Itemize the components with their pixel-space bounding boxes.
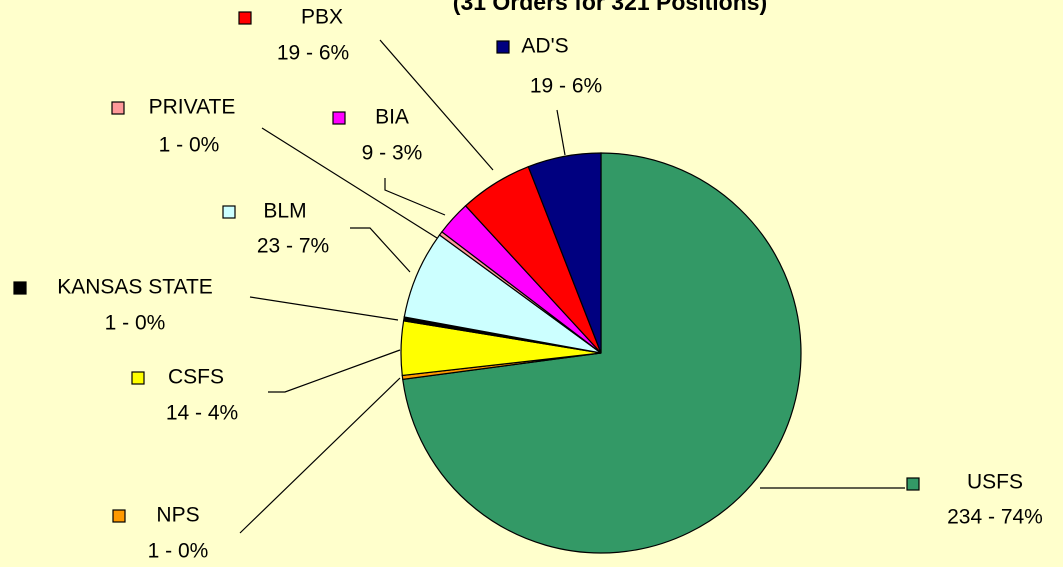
value-label: 19 - 6% (277, 42, 349, 65)
chart-title: (31 Orders for 321 Positions) (453, 0, 767, 15)
leader-line (239, 377, 401, 534)
pie-slice (527, 152, 602, 354)
value-label: 1 - 0% (159, 134, 220, 157)
value-label: 9 - 3% (362, 142, 423, 165)
legend-swatch (222, 205, 236, 219)
leader-line (268, 349, 401, 393)
category-label: BIA (375, 106, 409, 129)
leader-line (350, 227, 411, 273)
category-label: AD'S (521, 35, 568, 58)
category-label: CSFS (168, 366, 224, 389)
legend-swatch (112, 509, 126, 523)
leader-line (261, 127, 438, 239)
leader-line (384, 178, 446, 216)
leader-line (556, 109, 566, 156)
legend-swatch (332, 111, 346, 125)
category-label: USFS (967, 471, 1023, 494)
legend-swatch (238, 11, 252, 25)
value-label: 23 - 7% (257, 235, 329, 258)
category-label: BLM (263, 200, 306, 223)
legend-swatch (906, 477, 920, 491)
value-label: 1 - 0% (148, 540, 209, 563)
category-label: NPS (156, 504, 199, 527)
value-label: 1 - 0% (105, 312, 166, 335)
value-label: 234 - 74% (947, 506, 1043, 529)
legend-swatch (131, 371, 145, 385)
category-label: PRIVATE (149, 96, 236, 119)
category-label: KANSAS STATE (57, 276, 213, 299)
category-label: PBX (301, 6, 343, 29)
leader-line (379, 39, 494, 171)
pie-slice (402, 152, 802, 554)
leader-line (249, 296, 399, 321)
value-label: 19 - 6% (530, 75, 602, 98)
legend-swatch (111, 101, 125, 115)
value-label: 14 - 4% (166, 402, 238, 425)
legend-swatch (13, 281, 27, 295)
legend-swatch (496, 40, 510, 54)
